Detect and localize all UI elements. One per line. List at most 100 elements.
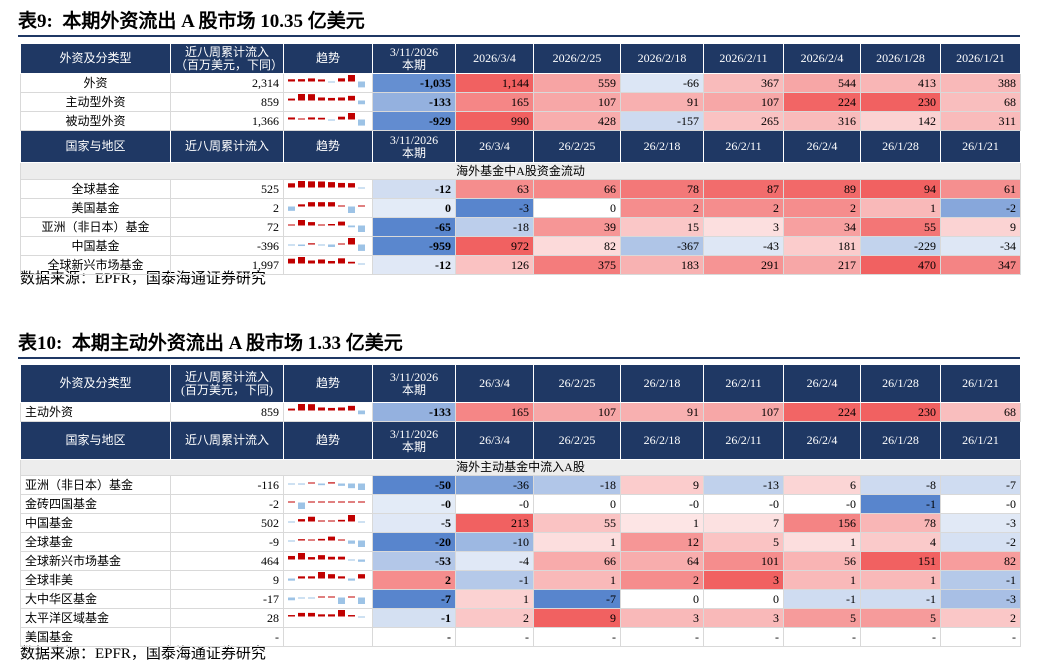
spark-bar (338, 501, 345, 503)
spark-bar (338, 116, 345, 120)
spark-bar (358, 597, 365, 604)
value-cell: 2 (455, 608, 534, 628)
data-row: 中国基金 502 -5 213 55 1 7 156 78 -3 (20, 513, 1021, 533)
spark-bar (298, 181, 305, 188)
value-cell: 230 (860, 92, 941, 112)
header-cell: 趋势 (283, 43, 373, 74)
spark-bar (348, 540, 355, 544)
spark-bar (338, 539, 345, 541)
value-cell: - (372, 627, 456, 647)
spark-bar (358, 100, 365, 105)
trend-cell (283, 608, 373, 628)
value-cell: -12 (372, 255, 456, 275)
value-cell: -0 (455, 494, 534, 514)
header-cell: 26/2/11 (703, 130, 784, 163)
spark-bar (308, 516, 315, 522)
spark-bar (288, 597, 295, 601)
sparkline (288, 404, 365, 415)
spark-bar (318, 572, 325, 579)
value-cell: 89 (783, 179, 861, 199)
value-cell: -157 (620, 111, 704, 131)
header-cell: 26/1/21 (940, 130, 1021, 163)
value-cell: 544 (783, 73, 861, 93)
spark-bar (338, 610, 345, 617)
value-cell: -229 (860, 236, 941, 256)
spark-bar (348, 578, 355, 581)
trend-cell (283, 589, 373, 609)
trend-cell (283, 513, 373, 533)
row-label: 主动型外资 (20, 92, 171, 112)
spark-bar (288, 183, 295, 188)
sparkline (288, 501, 365, 509)
value-cell: 15 (620, 217, 704, 237)
header-cell: 26/2/4 (783, 364, 861, 403)
value-cell: - (620, 627, 704, 647)
value-cell: -18 (455, 217, 534, 237)
value-cell: -18 (533, 475, 621, 495)
spark-bar (318, 97, 325, 101)
data-row: 大中华区基金 -17 -7 1 -7 0 0 -1 -1 -3 (20, 589, 1021, 609)
value-cell: 9 (940, 217, 1021, 237)
header-cell: 26/1/28 (860, 421, 941, 460)
value-cell: 9 (170, 570, 284, 590)
value-cell: -0 (940, 494, 1021, 514)
source-note: 数据来源：EPFR，国泰海通证券研究 (20, 646, 266, 662)
value-cell: 230 (860, 402, 941, 422)
value-cell: 2 (620, 570, 704, 590)
value-cell: 107 (533, 402, 621, 422)
header-cell: 近八周累计流入 (170, 421, 284, 460)
sparkline (288, 572, 365, 581)
data-row: 全球非美 9 2 -1 1 2 3 1 1 -1 (20, 570, 1021, 590)
value-cell: 107 (703, 92, 784, 112)
spark-bar (318, 596, 325, 598)
row-label: 中国基金 (20, 236, 171, 256)
spark-bar (288, 483, 295, 485)
header-cell: 2026/3/4 (455, 43, 534, 74)
value-cell: 87 (703, 179, 784, 199)
table-title: 表10: 本期主动外资流出 A 股市场 1.33 亿美元 (18, 328, 1020, 359)
trend-cell (283, 570, 373, 590)
value-cell: 68 (940, 92, 1021, 112)
spark-bar (318, 538, 325, 541)
spark-bar (338, 258, 345, 264)
row-label: 全球非美 (20, 570, 171, 590)
header-cell: 26/2/18 (620, 130, 704, 163)
value-cell: 181 (783, 236, 861, 256)
spark-bar (308, 612, 315, 617)
spark-bar (338, 597, 345, 604)
spark-bar (328, 520, 335, 522)
trend-cell (283, 551, 373, 571)
value-cell: -0 (703, 494, 784, 514)
spark-bar (328, 202, 335, 207)
value-cell: 1 (533, 570, 621, 590)
value-cell: 224 (783, 402, 861, 422)
spark-bar (298, 220, 305, 226)
value-cell: 165 (455, 92, 534, 112)
value-cell: 413 (860, 73, 941, 93)
value-cell: -12 (372, 179, 456, 199)
spark-bar (358, 574, 365, 579)
value-cell: 3 (703, 217, 784, 237)
trend-cell (283, 217, 373, 237)
value-cell: -53 (372, 551, 456, 571)
data-row: 外资 2,314 -1,035 1,144 559 -66 367 544 413 388 (20, 73, 1021, 93)
value-cell: -0 (372, 494, 456, 514)
sparkline (288, 610, 365, 618)
value-cell: 3 (703, 608, 784, 628)
header-cell: 26/2/25 (533, 130, 621, 163)
value-cell: -133 (372, 92, 456, 112)
spark-bar (358, 559, 365, 562)
value-cell: 1,144 (455, 73, 534, 93)
value-cell: 107 (533, 92, 621, 112)
value-cell: 525 (170, 179, 284, 199)
header-cell: 26/3/4 (455, 364, 534, 403)
header-cell: 2026/2/25 (533, 43, 621, 74)
value-cell: 1 (783, 570, 861, 590)
spark-bar (318, 224, 325, 226)
spark-bar (348, 113, 355, 120)
value-cell: 316 (783, 111, 861, 131)
value-cell: -7 (533, 589, 621, 609)
value-cell: 2 (372, 570, 456, 590)
data-row: 全球新兴市场基金 464 -53 -4 66 64 101 56 151 82 (20, 551, 1021, 571)
